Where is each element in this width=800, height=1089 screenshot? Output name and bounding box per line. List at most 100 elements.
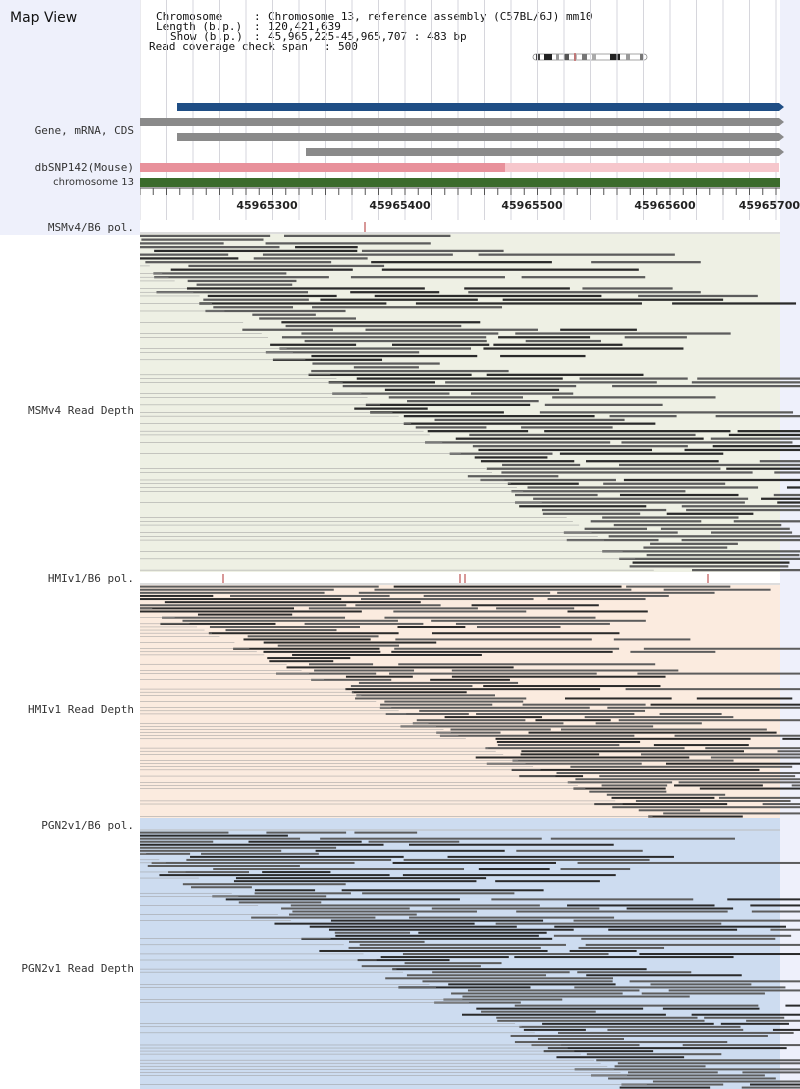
read-bar[interactable] xyxy=(560,328,637,331)
read-bar[interactable] xyxy=(686,508,800,512)
read-bar[interactable] xyxy=(613,638,691,641)
read-bar[interactable] xyxy=(398,986,531,989)
read-bar[interactable] xyxy=(416,719,526,722)
read-bar[interactable] xyxy=(418,931,547,934)
read-bar[interactable] xyxy=(520,753,600,756)
read-bar[interactable] xyxy=(684,448,800,452)
read-bar[interactable] xyxy=(585,943,800,946)
read-bar[interactable] xyxy=(785,1004,800,1007)
read-bar[interactable] xyxy=(330,919,544,922)
read-bar[interactable] xyxy=(704,1016,785,1019)
read-bar[interactable] xyxy=(777,750,800,753)
read-bar[interactable] xyxy=(391,343,490,346)
read-bar[interactable] xyxy=(614,1065,706,1068)
read-bar[interactable] xyxy=(774,471,800,474)
read-bar[interactable] xyxy=(374,294,602,298)
read-bar[interactable] xyxy=(284,234,451,238)
read-bar[interactable] xyxy=(599,775,796,778)
read-bar[interactable] xyxy=(514,956,734,959)
read-bar[interactable] xyxy=(356,694,495,697)
read-bar[interactable] xyxy=(392,968,647,971)
read-bar[interactable] xyxy=(613,523,782,527)
read-bar[interactable] xyxy=(554,925,786,928)
read-bar[interactable] xyxy=(566,538,659,542)
read-bar[interactable] xyxy=(380,956,509,959)
read-bar[interactable] xyxy=(285,324,462,328)
read-bar[interactable] xyxy=(629,565,789,568)
read-bar[interactable] xyxy=(762,803,800,806)
read-bar[interactable] xyxy=(659,712,722,715)
read-bar[interactable] xyxy=(254,892,351,895)
read-bar[interactable] xyxy=(514,1004,759,1007)
chromosome-bar[interactable] xyxy=(140,178,780,187)
read-bar[interactable] xyxy=(342,384,577,388)
read-bar[interactable] xyxy=(451,992,623,995)
read-bar[interactable] xyxy=(469,433,696,437)
read-bar[interactable] xyxy=(391,650,613,653)
read-bar[interactable] xyxy=(643,546,728,549)
read-bar[interactable] xyxy=(248,840,362,843)
read-bar[interactable] xyxy=(213,868,465,871)
read-bar[interactable] xyxy=(511,768,760,771)
read-bar[interactable] xyxy=(483,347,684,350)
read-bar[interactable] xyxy=(207,294,337,298)
read-bar[interactable] xyxy=(720,1022,789,1025)
read-bar[interactable] xyxy=(145,261,332,264)
read-bar[interactable] xyxy=(726,467,800,470)
read-bar[interactable] xyxy=(481,1010,596,1013)
read-bar[interactable] xyxy=(462,995,690,998)
read-bar[interactable] xyxy=(602,550,800,553)
read-bar[interactable] xyxy=(141,238,264,241)
read-bar[interactable] xyxy=(341,889,544,892)
read-bar[interactable] xyxy=(365,328,538,331)
read-bar[interactable] xyxy=(140,594,214,597)
dbsnp-bar-left[interactable] xyxy=(140,163,505,172)
read-bar[interactable] xyxy=(374,588,632,591)
read-bar[interactable] xyxy=(625,688,800,691)
read-bar[interactable] xyxy=(582,287,673,290)
read-bar[interactable] xyxy=(385,977,613,980)
read-bar[interactable] xyxy=(523,1028,586,1031)
read-bar[interactable] xyxy=(496,607,575,610)
read-bar[interactable] xyxy=(574,1068,800,1071)
read-bar[interactable] xyxy=(233,880,477,883)
read-bar[interactable] xyxy=(436,731,501,734)
mrna-bar-1[interactable] xyxy=(140,118,779,126)
read-bar[interactable] xyxy=(381,268,639,271)
read-bar[interactable] xyxy=(711,531,793,534)
read-bar[interactable] xyxy=(663,812,800,815)
read-bar[interactable] xyxy=(190,855,404,858)
read-bar[interactable] xyxy=(619,463,800,467)
read-bar[interactable] xyxy=(208,632,399,635)
read-bar[interactable] xyxy=(301,937,553,940)
read-bar[interactable] xyxy=(742,1071,800,1074)
read-bar[interactable] xyxy=(535,719,611,722)
read-bar[interactable] xyxy=(289,913,417,916)
read-bar[interactable] xyxy=(140,257,239,260)
read-bar[interactable] xyxy=(276,672,377,675)
read-bar[interactable] xyxy=(425,441,611,444)
read-bar[interactable] xyxy=(265,242,431,245)
read-bar[interactable] xyxy=(486,373,644,376)
read-bar[interactable] xyxy=(345,675,413,678)
read-bar[interactable] xyxy=(557,591,715,594)
read-bar[interactable] xyxy=(646,553,800,557)
read-bar[interactable] xyxy=(225,898,460,901)
read-bar[interactable] xyxy=(603,482,726,485)
read-bar[interactable] xyxy=(274,922,475,925)
read-bar[interactable] xyxy=(575,778,800,781)
read-bar[interactable] xyxy=(556,1056,685,1059)
read-bar[interactable] xyxy=(672,302,797,305)
read-bar[interactable] xyxy=(618,719,800,722)
read-bar[interactable] xyxy=(553,934,792,937)
read-bar[interactable] xyxy=(596,1059,800,1062)
read-bar[interactable] xyxy=(626,907,734,910)
read-bar[interactable] xyxy=(235,877,487,880)
read-bar[interactable] xyxy=(641,992,765,995)
read-bar[interactable] xyxy=(334,931,411,934)
read-bar[interactable] xyxy=(674,784,763,787)
read-bar[interactable] xyxy=(201,852,319,855)
read-bar[interactable] xyxy=(431,907,600,910)
read-bar[interactable] xyxy=(682,1044,800,1047)
read-bar[interactable] xyxy=(295,246,358,249)
